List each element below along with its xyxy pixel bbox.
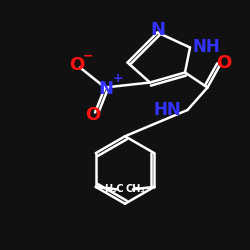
Text: N: N <box>150 21 165 39</box>
Text: O: O <box>68 56 84 74</box>
Text: O: O <box>216 54 232 72</box>
Text: H₃C: H₃C <box>104 184 124 194</box>
Text: HN: HN <box>154 101 181 119</box>
Text: NH: NH <box>192 38 220 56</box>
Text: CH₃: CH₃ <box>126 184 146 194</box>
Text: −: − <box>82 50 93 63</box>
Text: N: N <box>99 80 114 98</box>
Text: +: + <box>112 72 123 85</box>
Text: O: O <box>85 106 100 124</box>
